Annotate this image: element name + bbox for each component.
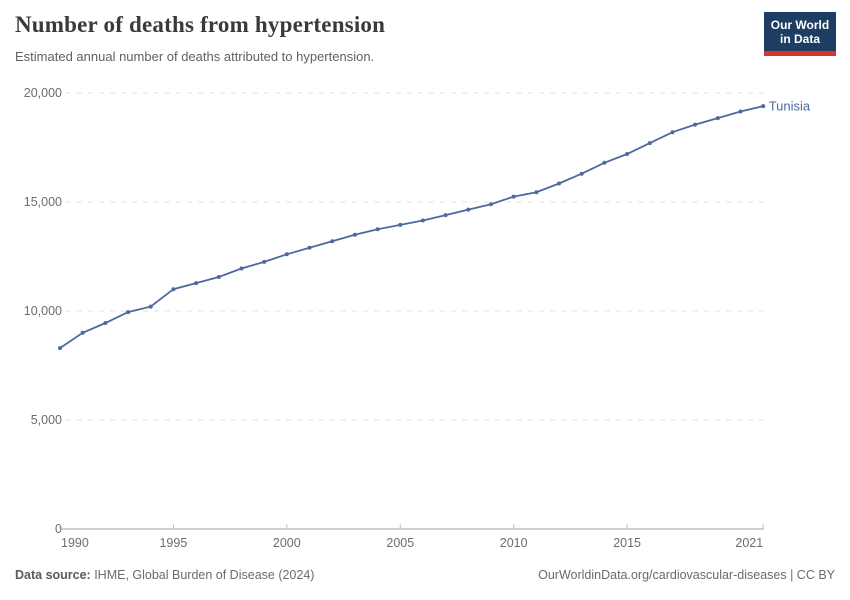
data-point[interactable] <box>375 227 380 232</box>
chart-title: Number of deaths from hypertension <box>15 12 386 37</box>
data-point[interactable] <box>534 190 539 195</box>
owid-logo-line2: in Data <box>779 32 820 46</box>
data-point[interactable] <box>443 213 448 218</box>
data-point[interactable] <box>625 152 630 156</box>
x-axis-tick-label: 2021 <box>735 536 763 550</box>
y-axis-tick-label: 15,000 <box>24 195 62 209</box>
data-point[interactable] <box>284 252 289 257</box>
data-point[interactable] <box>647 141 652 146</box>
credit-link[interactable]: OurWorldinData.org/cardiovascular-diseas… <box>538 568 835 582</box>
data-point[interactable] <box>80 330 85 335</box>
data-point[interactable] <box>761 104 766 109</box>
y-axis-tick-label: 20,000 <box>24 86 62 100</box>
chart-subtitle: Estimated annual number of deaths attrib… <box>15 49 375 64</box>
data-point[interactable] <box>670 130 675 135</box>
data-point[interactable] <box>194 281 199 286</box>
data-point[interactable] <box>126 310 131 315</box>
data-point[interactable] <box>307 245 312 250</box>
data-point[interactable] <box>171 287 176 292</box>
data-point[interactable] <box>262 259 267 264</box>
data-point[interactable] <box>466 207 471 212</box>
chart-footer: Data source: IHME, Global Burden of Dise… <box>15 568 835 582</box>
data-point[interactable] <box>239 266 244 271</box>
owid-logo[interactable]: Our World in Data <box>764 12 836 56</box>
x-axis-tick-label: 2000 <box>273 536 301 550</box>
x-axis-tick-label: 1995 <box>159 536 187 550</box>
data-point[interactable] <box>330 239 335 244</box>
x-axis-tick-label: 2005 <box>386 536 414 550</box>
data-point[interactable] <box>398 222 403 227</box>
data-point[interactable] <box>511 194 516 199</box>
data-point[interactable] <box>352 232 357 237</box>
y-axis-tick-label: 5,000 <box>31 413 62 427</box>
y-axis-tick-label: 0 <box>55 522 62 536</box>
data-point[interactable] <box>715 116 720 121</box>
data-source-note: Data source: IHME, Global Burden of Dise… <box>15 568 314 582</box>
x-axis-tick-label: 2015 <box>613 536 641 550</box>
data-line-tunisia[interactable] <box>59 105 764 349</box>
x-axis-tick-label: 1990 <box>61 536 89 550</box>
owid-logo-line1: Our World <box>770 18 830 32</box>
y-axis-tick-label: 10,000 <box>24 304 62 318</box>
data-point[interactable] <box>103 321 108 325</box>
data-source-text: IHME, Global Burden of Disease (2024) <box>90 568 315 582</box>
data-point[interactable] <box>489 202 493 207</box>
data-point[interactable] <box>602 160 607 165</box>
data-point[interactable] <box>557 181 561 186</box>
series-end-label[interactable]: Tunisia <box>769 99 811 114</box>
data-point[interactable] <box>148 304 153 309</box>
data-point[interactable] <box>420 218 425 223</box>
data-point[interactable] <box>579 171 584 176</box>
data-point[interactable] <box>693 122 698 127</box>
data-point[interactable] <box>738 109 743 114</box>
data-point[interactable] <box>58 346 62 351</box>
data-point[interactable] <box>216 275 221 279</box>
x-axis-tick-label: 2010 <box>500 536 528 550</box>
data-source-label: Data source: <box>15 568 91 582</box>
